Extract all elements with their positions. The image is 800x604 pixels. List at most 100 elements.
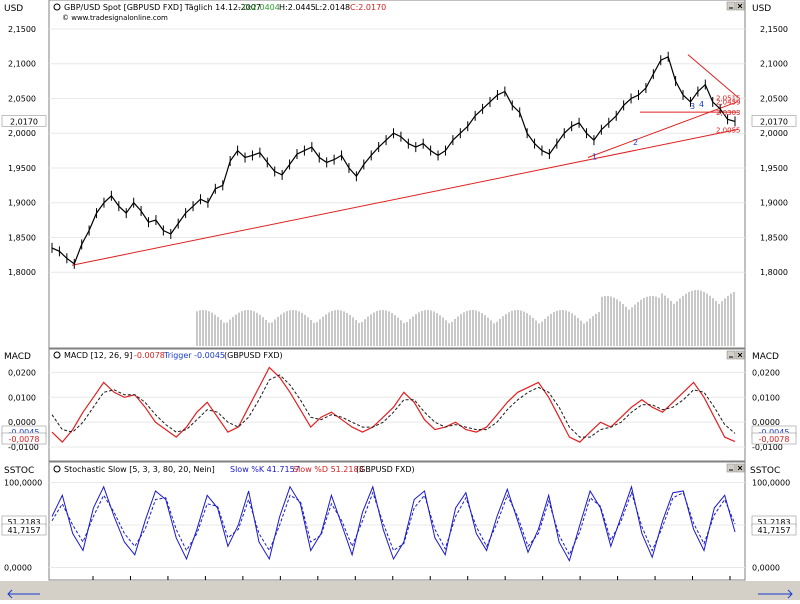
level-label: 2,0459 (716, 98, 741, 106)
volume-bar (607, 296, 609, 346)
price-ytick-left: 2,1500 (8, 25, 36, 34)
price-ytick-left: 1,8000 (8, 268, 36, 277)
price-ytick-right: 2,1000 (760, 60, 788, 69)
volume-bar (208, 311, 210, 346)
volume-bar (328, 312, 330, 346)
volume-bar (280, 314, 282, 346)
volume-bar (580, 320, 582, 346)
arrow-right-icon[interactable] (758, 589, 793, 599)
stoch-k-last-right-box (751, 523, 797, 536)
volume-bar (481, 313, 483, 346)
volume-bar (196, 311, 198, 346)
wave-label: 1 (592, 153, 597, 162)
volume-bar (613, 297, 615, 346)
volume-bar (484, 315, 486, 346)
volume-bar (283, 312, 285, 346)
volume-bar (610, 296, 612, 346)
volume-bar (727, 295, 729, 346)
macd-last-left-box (1, 432, 47, 445)
volume-bar (577, 317, 579, 346)
volume-bar (451, 321, 453, 346)
volume-bar (352, 317, 354, 346)
volume-bar (346, 312, 348, 346)
volume-bar (355, 320, 357, 346)
volume-bar (301, 312, 303, 346)
volume-bar (253, 311, 255, 346)
wave-label: 4 (699, 100, 704, 109)
volume-bar (571, 313, 573, 346)
volume-bar (364, 319, 366, 346)
volume-bar (367, 316, 369, 346)
volume-bar (526, 313, 528, 346)
price-ytick-right: 1,9500 (760, 164, 788, 173)
volume-bar (385, 310, 387, 346)
down-trendline (687, 54, 739, 98)
macd-ytick-left: 0,0200 (8, 368, 36, 377)
price-unit-label-left: USD (4, 4, 23, 14)
stoch-k-last-left: 41,7157 (7, 526, 40, 535)
volume-bar (499, 318, 501, 346)
macd-ytick-right: 0,0000 (752, 418, 780, 427)
price-last-value-left: 2,0170 (10, 117, 38, 126)
volume-bar (361, 322, 363, 346)
close-icon[interactable] (735, 1, 745, 11)
gear-icon[interactable] (53, 351, 61, 359)
volume-bar (214, 314, 216, 346)
price-series (51, 51, 736, 269)
wave-label: 3 (690, 102, 695, 111)
macd-panel (48, 348, 746, 462)
close-icon[interactable] (735, 350, 745, 360)
price-ytick-left: 1,9000 (8, 199, 36, 208)
volume-bar (703, 291, 705, 346)
volume-bar (556, 310, 558, 346)
volume-bar (508, 312, 510, 346)
volume-bar (259, 314, 261, 346)
stoch-ytick-right: 0,0000 (752, 564, 780, 573)
volume-bar (520, 310, 522, 346)
volume-bar (457, 316, 459, 346)
volume-bar (598, 312, 600, 346)
close-icon[interactable] (735, 463, 745, 473)
volume-bar (472, 310, 474, 346)
stoch-ytick-right: 100,0000 (752, 479, 790, 488)
stoch-k-line (51, 484, 736, 562)
source-credit: © www.tradesignalonline.com (62, 14, 168, 22)
arrow-left-icon[interactable] (7, 589, 40, 599)
volume-bar (616, 299, 618, 346)
volume-bar (730, 293, 732, 346)
minimize-icon[interactable] (726, 1, 736, 11)
macd-title: MACD [12, 26, 9] (64, 351, 132, 360)
price-ytick-right: 1,8000 (760, 268, 788, 277)
volume-bar (691, 290, 693, 346)
volume-bar (271, 322, 273, 346)
minimize-icon[interactable] (726, 463, 736, 473)
volume-bar (223, 322, 225, 346)
price-ytick-right: 2,1500 (760, 25, 788, 34)
volume-bar (421, 310, 423, 346)
gear-icon[interactable] (53, 3, 61, 11)
gear-icon[interactable] (53, 465, 61, 473)
volume-bar (304, 314, 306, 346)
long-term-trendline (71, 128, 739, 266)
horizontal-scrollbar[interactable] (0, 581, 800, 600)
volume-bar (490, 320, 492, 346)
price-last-value-right: 2,0170 (760, 117, 788, 126)
volume-bar (475, 310, 477, 346)
volume-bar (313, 322, 315, 346)
volume-bar (379, 310, 381, 346)
volume-bar (298, 311, 300, 346)
minimize-icon[interactable] (726, 350, 736, 360)
macd-series (51, 366, 736, 443)
stoch-d-last-left: 51,2183 (7, 518, 40, 527)
open-value: O:2.0404 (243, 3, 280, 12)
volume-bar (682, 295, 684, 346)
volume-bar (394, 315, 396, 346)
volume-bar (277, 316, 279, 346)
volume-bar (307, 317, 309, 346)
volume-bar (466, 310, 468, 346)
scrollbar-track[interactable] (0, 581, 800, 600)
volume-bar (226, 322, 228, 346)
price-ytick-right: 1,8500 (760, 233, 788, 242)
volume-bar (427, 310, 429, 346)
